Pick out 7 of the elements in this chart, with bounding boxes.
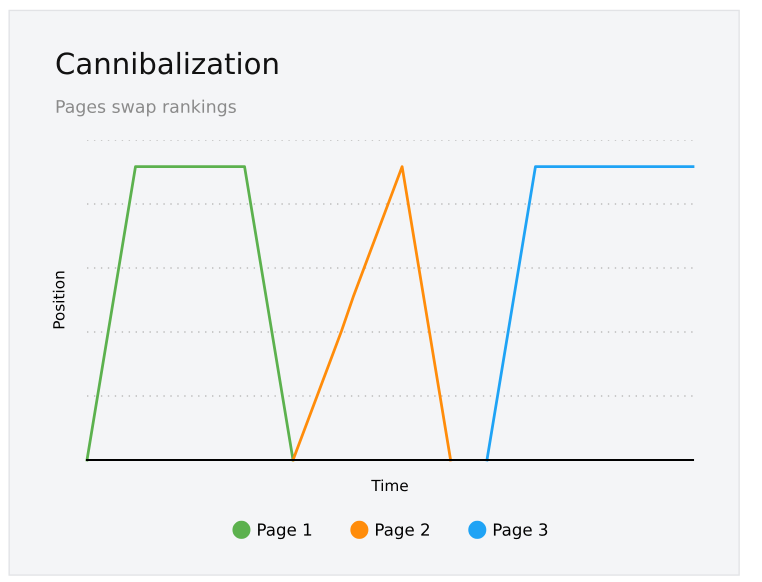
- chart-title: Cannibalization: [56, 52, 278, 74]
- y-axis-title: Position: [52, 272, 65, 328]
- x-axis-title: Time: [371, 479, 408, 492]
- legend-label: Page 3: [494, 523, 548, 540]
- legend-label: Page 1: [258, 524, 312, 540]
- chart-subtitle: Pages swap rankings: [56, 100, 236, 116]
- legend-label: Page 2: [376, 523, 429, 540]
